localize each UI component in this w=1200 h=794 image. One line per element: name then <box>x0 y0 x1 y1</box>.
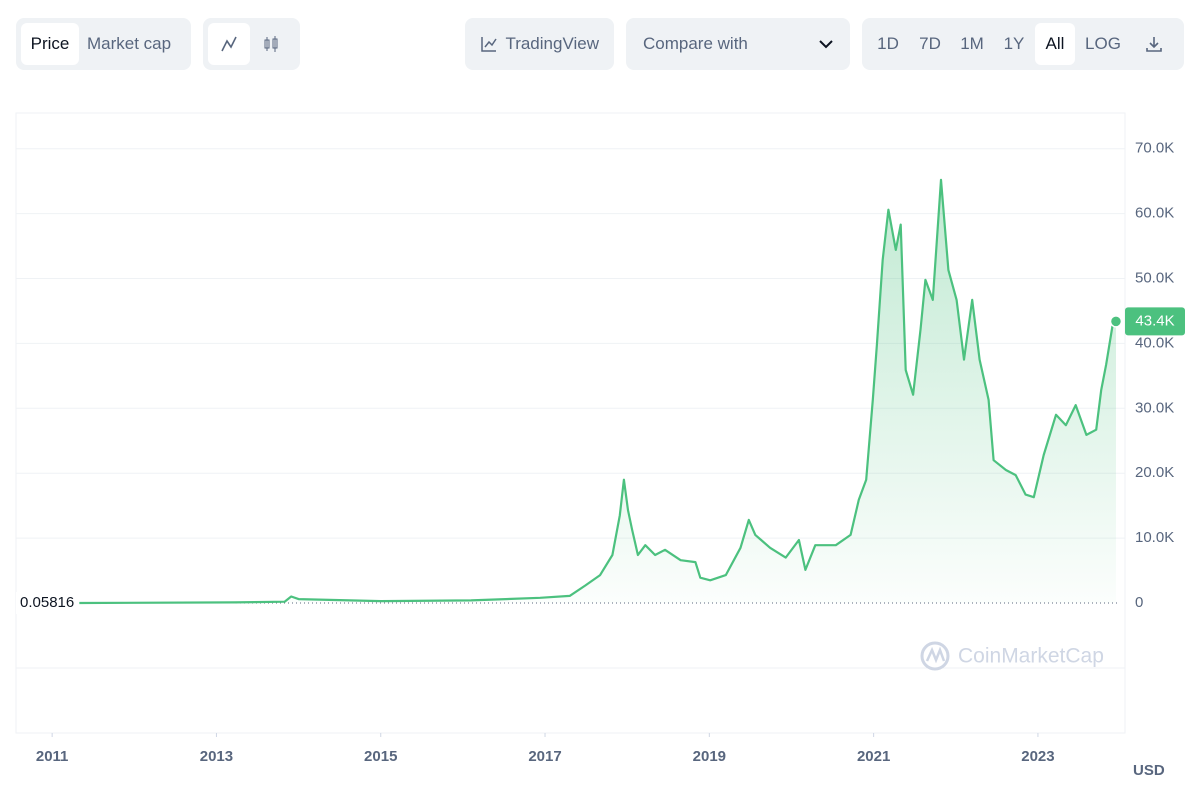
download-button[interactable] <box>1131 23 1177 65</box>
baseline-label: 0.05816 <box>20 594 74 611</box>
tradingview-label: TradingView <box>505 34 599 53</box>
y-tick-label: 0 <box>1135 594 1143 611</box>
current-price-label: 43.4K <box>1135 312 1174 329</box>
price-line <box>79 178 1117 605</box>
compare-label: Compare with <box>643 34 748 53</box>
y-tick-label: 40.0K <box>1135 334 1174 351</box>
line-style-button[interactable] <box>208 23 250 65</box>
range-button[interactable]: 7D <box>919 34 941 53</box>
y-tick-label: 10.0K <box>1135 529 1174 546</box>
area-fill <box>79 179 1117 604</box>
log-button[interactable]: LOG <box>1085 34 1121 53</box>
compare-group: Compare with <box>626 18 850 70</box>
x-tick-label: 2021 <box>857 748 890 765</box>
chart-style-tabs <box>203 18 300 70</box>
range-button[interactable]: All <box>1035 23 1075 65</box>
y-tick-label: 50.0K <box>1135 269 1174 286</box>
range-button[interactable]: 1D <box>877 34 899 53</box>
current-price-dot <box>1109 315 1123 328</box>
tradingview-button[interactable]: TradingView <box>470 23 609 65</box>
download-icon <box>1146 37 1162 52</box>
y-tick-label: 20.0K <box>1135 464 1174 481</box>
tradingview-group: TradingView <box>465 18 614 70</box>
range-button[interactable]: 1Y <box>1003 34 1025 53</box>
current-price-badge <box>1125 307 1185 336</box>
y-tick-label: 70.0K <box>1135 140 1174 157</box>
baseline-label-bg <box>16 591 80 614</box>
x-tick-label: 2017 <box>528 748 561 765</box>
watermark: CoinMarketCap <box>920 641 1104 671</box>
plot-frame <box>15 112 1126 734</box>
compare-dropdown[interactable]: Compare with <box>631 23 845 65</box>
line-icon <box>221 36 237 52</box>
y-tick-label: 60.0K <box>1135 205 1174 222</box>
chart-icon <box>481 37 497 52</box>
tab[interactable]: Price <box>21 23 79 65</box>
chevron-icon <box>819 40 833 49</box>
price-type-tabs: Price Market cap <box>16 18 191 70</box>
watermark-text: CoinMarketCap <box>958 645 1104 668</box>
tab[interactable]: Market cap <box>87 34 172 53</box>
x-tick-label: 2023 <box>1021 748 1054 765</box>
x-tick-label: 2013 <box>200 748 233 765</box>
x-tick-label: 2019 <box>693 748 726 765</box>
x-tick-label: 2011 <box>36 748 69 765</box>
currency-label: USD <box>1133 762 1165 779</box>
candle-style-button[interactable] <box>250 23 292 65</box>
y-tick-label: 30.0K <box>1135 399 1174 416</box>
range-group: 1D 7D 1M 1Y All LOG <box>862 18 1184 70</box>
candle-icon <box>264 36 278 52</box>
x-tick-label: 2015 <box>364 748 397 765</box>
range-button[interactable]: 1M <box>960 34 984 53</box>
